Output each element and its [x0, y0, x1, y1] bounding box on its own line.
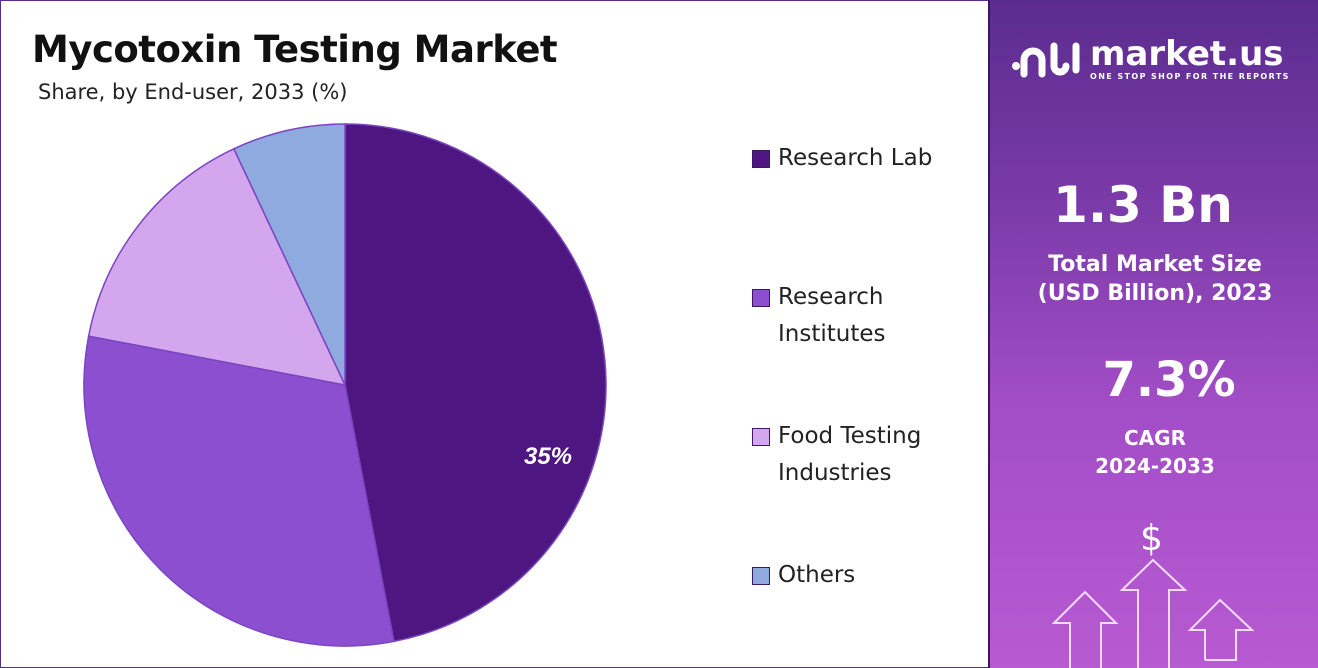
chart-subtitle: Share, by End-user, 2033 (%) [38, 80, 348, 104]
legend-swatch [752, 428, 770, 446]
cagr-label-line2: 2024-2033 [1095, 454, 1215, 478]
logo-name: market.us [1090, 34, 1284, 74]
stats-panel: market.us ONE STOP SHOP FOR THE REPORTS … [988, 0, 1318, 668]
slice-data-label: 35% [524, 443, 572, 470]
legend-label: Research Lab [778, 145, 933, 171]
pie-slice [232, 123, 346, 386]
market-size-label: Total Market Size (USD Billion), 2023 [990, 252, 1318, 306]
legend-swatch [752, 567, 770, 585]
pie-slice [344, 123, 607, 643]
cagr-label-line1: CAGR [1124, 426, 1186, 450]
legend-item: Food Testing Industries [752, 418, 921, 492]
legend-item: Research Institutes [752, 279, 886, 353]
legend-swatch [752, 289, 770, 307]
dollar-icon: $ [1140, 518, 1163, 559]
pie-chart: 35% [83, 123, 607, 647]
pie-slice [83, 335, 395, 647]
legend-label: Others [778, 562, 856, 588]
legend-swatch [752, 150, 770, 168]
cagr-label: CAGR 2024-2033 [990, 424, 1318, 480]
market-size-label-line2: (USD Billion), 2023 [1037, 281, 1273, 306]
logo-tagline: ONE STOP SHOP FOR THE REPORTS [1090, 72, 1290, 81]
legend-item: Others [752, 557, 855, 594]
market-size-value: 1.3 Bn [1053, 176, 1233, 234]
logo-icon [1012, 42, 1080, 77]
market-size-label-line1: Total Market Size [1048, 252, 1262, 277]
cagr-value: 7.3% [1102, 352, 1236, 408]
chart-title: Mycotoxin Testing Market [32, 28, 558, 71]
growth-arrows-icon [1051, 558, 1255, 668]
legend-label: Research Institutes [778, 284, 886, 347]
pie-slice [87, 147, 347, 387]
legend-item: Research Lab [752, 140, 932, 177]
market-us-logo: market.us ONE STOP SHOP FOR THE REPORTS [1010, 34, 1290, 81]
legend-label: Food Testing Industries [778, 423, 922, 486]
